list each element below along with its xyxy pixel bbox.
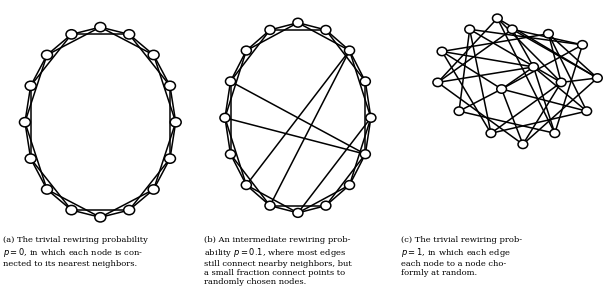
Ellipse shape (19, 118, 30, 127)
Ellipse shape (321, 26, 331, 34)
Ellipse shape (66, 30, 77, 39)
Ellipse shape (226, 150, 235, 159)
Ellipse shape (265, 26, 275, 34)
Ellipse shape (529, 63, 538, 71)
Ellipse shape (241, 181, 251, 189)
Text: (a) The trivial rewiring probability
$p = 0$, in which each node is con-
nected : (a) The trivial rewiring probability $p … (3, 236, 148, 268)
Ellipse shape (165, 154, 176, 163)
Ellipse shape (518, 140, 528, 148)
Ellipse shape (293, 18, 303, 27)
Text: (b) An intermediate rewiring prob-
ability $p = 0.1$, where most edges
still con: (b) An intermediate rewiring prob- abili… (204, 236, 351, 286)
Ellipse shape (25, 81, 36, 91)
Ellipse shape (556, 78, 566, 87)
Ellipse shape (593, 74, 602, 82)
Ellipse shape (123, 205, 134, 215)
Ellipse shape (465, 25, 474, 33)
Ellipse shape (550, 129, 559, 137)
Ellipse shape (492, 14, 502, 22)
Ellipse shape (454, 107, 464, 115)
Ellipse shape (148, 185, 159, 194)
Ellipse shape (170, 118, 181, 127)
Ellipse shape (486, 129, 496, 137)
Ellipse shape (148, 50, 159, 60)
Ellipse shape (41, 50, 52, 60)
Ellipse shape (123, 30, 134, 39)
Ellipse shape (226, 77, 235, 86)
Ellipse shape (265, 201, 275, 210)
Ellipse shape (41, 185, 52, 194)
Ellipse shape (220, 113, 230, 122)
Ellipse shape (345, 46, 354, 55)
Ellipse shape (241, 46, 251, 55)
Ellipse shape (582, 107, 592, 115)
Ellipse shape (361, 150, 370, 159)
Ellipse shape (497, 85, 506, 93)
Ellipse shape (578, 41, 587, 49)
Ellipse shape (321, 201, 331, 210)
Ellipse shape (165, 81, 176, 91)
Ellipse shape (66, 205, 77, 215)
Ellipse shape (25, 154, 36, 163)
Ellipse shape (293, 208, 303, 217)
Ellipse shape (95, 213, 106, 222)
Ellipse shape (437, 47, 447, 56)
Ellipse shape (433, 78, 443, 87)
Ellipse shape (95, 22, 106, 32)
Ellipse shape (544, 30, 553, 38)
Ellipse shape (366, 113, 376, 122)
Ellipse shape (508, 25, 517, 33)
Text: (c) The trivial rewiring prob-
$p = 1$, in which each edge
each node to a node c: (c) The trivial rewiring prob- $p = 1$, … (401, 236, 522, 277)
Ellipse shape (361, 77, 370, 86)
Ellipse shape (345, 181, 354, 189)
